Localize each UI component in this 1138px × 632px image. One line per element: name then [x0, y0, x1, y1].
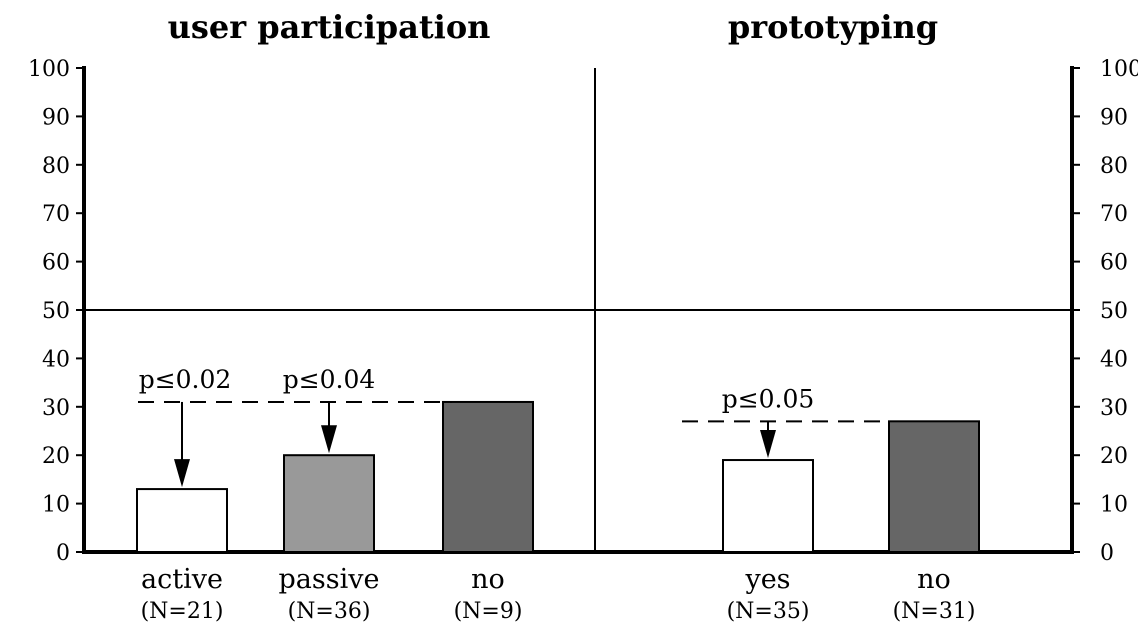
count-label: (N=36) [288, 599, 371, 624]
category-label: passive [279, 564, 380, 595]
right-tick-label: 60 [1100, 251, 1128, 276]
count-label: (N=9) [454, 599, 523, 624]
count-label: (N=21) [141, 599, 224, 624]
panel-title: user participation [168, 8, 491, 46]
category-label: no [917, 564, 951, 595]
right-tick-label: 50 [1100, 299, 1128, 324]
arrow-head [321, 425, 337, 454]
category-label: active [141, 564, 223, 595]
bar-no [442, 400, 534, 553]
right-tick-label: 40 [1100, 347, 1128, 372]
right-tick-label: 10 [1100, 493, 1128, 518]
left-tick-label: 30 [42, 396, 70, 421]
left-tick-label: 10 [42, 493, 70, 518]
bar-yes [722, 459, 814, 554]
bar-active [136, 488, 228, 553]
left-tick-label: 80 [42, 154, 70, 179]
left-tick-label: 40 [42, 347, 70, 372]
left-tick-label: 70 [42, 202, 70, 227]
bar-no [888, 420, 980, 553]
right-tick-label: 20 [1100, 444, 1128, 469]
category-label: yes [744, 564, 790, 595]
left-tick-label: 90 [42, 105, 70, 130]
count-label: (N=31) [893, 599, 976, 624]
left-tick-label: 0 [56, 541, 70, 566]
arrow-head [174, 459, 190, 488]
p-value-label: p≤0.04 [283, 365, 376, 394]
bar-passive [283, 454, 375, 554]
panel-title: prototyping [728, 8, 938, 46]
right-tick-label: 70 [1100, 202, 1128, 227]
left-tick-label: 60 [42, 251, 70, 276]
p-value-label: p≤0.02 [139, 365, 232, 394]
right-tick-label: 80 [1100, 154, 1128, 179]
right-tick-label: 0 [1100, 541, 1114, 566]
p-value-label: p≤0.05 [722, 384, 815, 413]
count-label: (N=35) [727, 599, 810, 624]
right-tick-label: 30 [1100, 396, 1128, 421]
category-label: no [471, 564, 505, 595]
arrow-head [760, 430, 776, 459]
left-tick-label: 100 [28, 57, 70, 82]
right-tick-label: 100 [1100, 57, 1138, 82]
left-tick-label: 50 [42, 299, 70, 324]
right-tick-label: 90 [1100, 105, 1128, 130]
left-tick-label: 20 [42, 444, 70, 469]
